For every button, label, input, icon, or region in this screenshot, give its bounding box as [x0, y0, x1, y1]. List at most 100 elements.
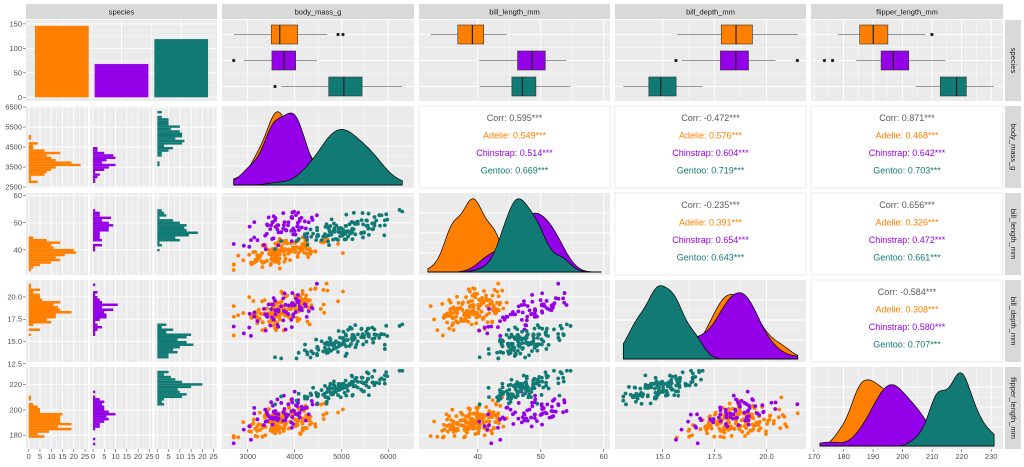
- scatter-point: [372, 332, 377, 337]
- scatter-point: [516, 416, 521, 421]
- scatter-point: [538, 298, 543, 302]
- scatter-point: [322, 391, 327, 396]
- histogram-bar: [28, 261, 52, 264]
- scatter-point: [498, 417, 502, 422]
- scatter-point: [277, 430, 282, 435]
- scatter-point: [545, 402, 550, 407]
- scatter-point: [241, 427, 246, 432]
- scatter-point: [275, 323, 280, 327]
- scatter-point: [324, 411, 329, 416]
- scatter-point: [400, 368, 405, 373]
- y-tick-label: 15.0: [7, 337, 22, 346]
- box: [720, 50, 749, 71]
- scatter-point: [289, 325, 294, 330]
- scatter-point: [639, 401, 644, 406]
- scatter-point: [258, 253, 263, 258]
- scatter-point: [728, 411, 733, 416]
- scatter-point: [516, 333, 521, 338]
- scatter-point: [546, 386, 551, 391]
- scatter-point: [255, 423, 260, 428]
- scatter-point: [463, 414, 468, 419]
- scatter-point: [300, 248, 305, 252]
- histogram-bar: [28, 236, 34, 239]
- scatter-point: [336, 238, 340, 242]
- scatter-point: [350, 237, 355, 242]
- scatter-point: [315, 225, 320, 230]
- y-tick-label: 180: [9, 431, 22, 440]
- scatter-point: [322, 234, 327, 239]
- scatter-point: [543, 370, 548, 375]
- histogram-bar: [157, 144, 165, 147]
- scatter-point: [296, 292, 300, 297]
- x-tick-label: 5: [102, 452, 106, 461]
- scatter-point: [236, 313, 241, 318]
- y-tick-label: 20.0: [7, 292, 22, 301]
- scatter-point: [379, 213, 384, 218]
- scatter-point: [231, 242, 236, 246]
- box: [270, 24, 298, 45]
- scatter-point: [568, 324, 573, 328]
- scatter-point: [501, 306, 506, 311]
- histogram-bar: [93, 147, 98, 150]
- box: [328, 76, 363, 97]
- scatter-point: [463, 434, 467, 439]
- histogram-bar: [28, 151, 61, 155]
- scatter-point: [286, 303, 291, 308]
- scatter-point: [645, 394, 650, 399]
- scatter-point: [529, 340, 534, 345]
- scatter-point: [677, 379, 682, 384]
- histogram-bar: [157, 398, 165, 401]
- scatter-point: [275, 397, 280, 402]
- scatter-point: [435, 434, 440, 439]
- scatter-point: [365, 218, 369, 223]
- scatter-point: [253, 434, 258, 438]
- correlation-gentoo: Gentoo: 0.703***: [873, 166, 941, 176]
- histogram-bar: [157, 380, 183, 384]
- scatter-point: [397, 208, 402, 212]
- histogram-bar: [157, 390, 180, 394]
- scatter-point: [700, 368, 705, 373]
- x-tick-label: 50: [536, 452, 544, 461]
- scatter-point: [366, 233, 371, 237]
- scatter-point: [282, 291, 287, 296]
- scatter-point: [336, 344, 341, 349]
- scatter-point: [660, 379, 665, 384]
- scatter-point: [385, 374, 390, 379]
- scatter-point: [505, 341, 510, 346]
- histogram-bar: [28, 291, 34, 294]
- scatter-point: [370, 375, 375, 379]
- scatter-point: [290, 216, 295, 220]
- histogram-bar: [93, 180, 96, 183]
- scatter-point: [529, 312, 533, 317]
- histogram-bar: [93, 333, 96, 336]
- scatter-point: [315, 213, 319, 218]
- scatter-point: [265, 223, 270, 228]
- scatter-point: [515, 380, 520, 385]
- scatter-point: [482, 424, 487, 429]
- scatter-point: [556, 281, 561, 286]
- scatter-point: [263, 328, 268, 333]
- histogram-bar: [157, 221, 180, 225]
- scatter-point: [537, 383, 542, 388]
- scatter-point: [366, 371, 371, 376]
- scatter-point: [477, 328, 482, 333]
- scatter-point: [522, 299, 526, 304]
- scatter-point: [435, 328, 440, 333]
- scatter-point: [384, 212, 389, 217]
- scatter-point: [532, 376, 537, 381]
- correlation-gentoo: Gentoo: 0.719***: [677, 166, 745, 176]
- scatter-point: [564, 409, 569, 413]
- scatter-point: [263, 407, 268, 412]
- histogram-bar: [28, 147, 34, 150]
- histogram-bar: [157, 393, 187, 396]
- histogram-bar: [28, 266, 34, 269]
- scatter-point: [731, 393, 736, 398]
- histogram-bar: [28, 318, 47, 321]
- correlation-panel: [810, 279, 1004, 363]
- scatter-point: [372, 368, 377, 373]
- scatter-point: [304, 314, 309, 319]
- scatter-point: [273, 355, 277, 360]
- histogram-bar: [28, 251, 77, 254]
- box: [720, 24, 753, 45]
- y-tick-label: 50: [14, 68, 22, 77]
